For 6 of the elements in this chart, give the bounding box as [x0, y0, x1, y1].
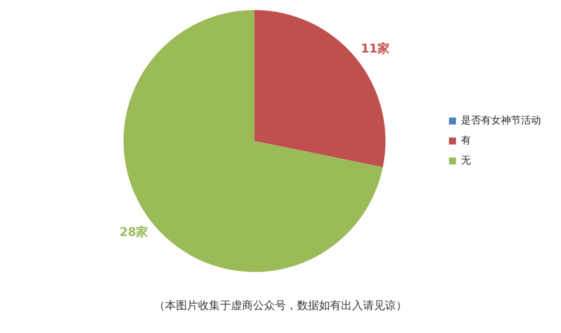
legend-label: 有 — [461, 134, 471, 147]
data-label: 11家 — [360, 41, 390, 56]
text: （本图片收集于虚商公众号，数据如有出入请见谅） — [153, 298, 408, 313]
legend-label: 无 — [461, 156, 471, 167]
data-label: 28家 — [119, 224, 148, 239]
legend-label: 是否有女神节活动 — [461, 114, 541, 127]
